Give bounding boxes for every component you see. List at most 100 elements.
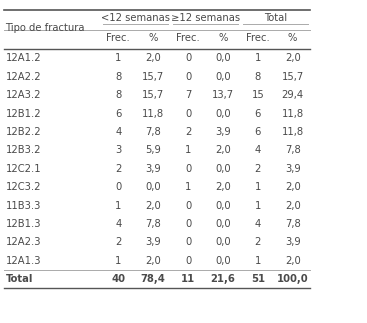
Text: 1: 1 xyxy=(255,182,261,192)
Text: 21,6: 21,6 xyxy=(211,274,235,284)
Text: 0: 0 xyxy=(185,164,191,174)
Text: 2,0: 2,0 xyxy=(285,201,301,211)
Text: 12C3.2: 12C3.2 xyxy=(6,182,41,192)
Text: 0,0: 0,0 xyxy=(215,72,231,82)
Text: 0,0: 0,0 xyxy=(215,53,231,63)
Text: 1: 1 xyxy=(115,53,121,63)
Text: 0: 0 xyxy=(185,219,191,229)
Text: 12B1.2: 12B1.2 xyxy=(6,109,41,119)
Text: 6: 6 xyxy=(115,109,121,119)
Text: 0,0: 0,0 xyxy=(215,219,231,229)
Text: 5,9: 5,9 xyxy=(145,145,161,155)
Text: 0: 0 xyxy=(185,53,191,63)
Text: 12A1.3: 12A1.3 xyxy=(6,256,41,266)
Text: 12B1.3: 12B1.3 xyxy=(6,219,41,229)
Text: 15,7: 15,7 xyxy=(142,72,164,82)
Text: 8: 8 xyxy=(115,72,121,82)
Text: 2: 2 xyxy=(185,127,191,137)
Text: 1: 1 xyxy=(255,256,261,266)
Text: 12A1.2: 12A1.2 xyxy=(6,53,41,63)
Text: 1: 1 xyxy=(185,145,191,155)
Text: 2,0: 2,0 xyxy=(145,201,161,211)
Text: 100,0: 100,0 xyxy=(277,274,309,284)
Text: 11,8: 11,8 xyxy=(281,109,304,119)
Text: 7,8: 7,8 xyxy=(145,127,161,137)
Text: %: % xyxy=(149,34,158,43)
Text: 2,0: 2,0 xyxy=(285,53,301,63)
Text: <12 semanas: <12 semanas xyxy=(101,13,170,23)
Text: 4: 4 xyxy=(115,219,121,229)
Text: 0: 0 xyxy=(115,182,121,192)
Text: 0,0: 0,0 xyxy=(215,256,231,266)
Text: 12C2.1: 12C2.1 xyxy=(6,164,41,174)
Text: 15,7: 15,7 xyxy=(142,90,164,100)
Text: ≥12 semanas: ≥12 semanas xyxy=(171,13,240,23)
Text: 3,9: 3,9 xyxy=(215,127,231,137)
Text: 12A3.2: 12A3.2 xyxy=(6,90,41,100)
Text: 0: 0 xyxy=(185,256,191,266)
Text: 1: 1 xyxy=(255,53,261,63)
Text: 11: 11 xyxy=(181,274,195,284)
Text: 7,8: 7,8 xyxy=(285,219,301,229)
Text: 1: 1 xyxy=(115,256,121,266)
Text: %: % xyxy=(218,34,228,43)
Text: 6: 6 xyxy=(255,127,261,137)
Text: 0,0: 0,0 xyxy=(215,201,231,211)
Text: 2,0: 2,0 xyxy=(285,256,301,266)
Text: 4: 4 xyxy=(255,145,261,155)
Text: 4: 4 xyxy=(115,127,121,137)
Text: 2: 2 xyxy=(255,164,261,174)
Text: Total: Total xyxy=(264,13,287,23)
Text: 13,7: 13,7 xyxy=(212,90,234,100)
Text: 2,0: 2,0 xyxy=(215,182,231,192)
Text: 7,8: 7,8 xyxy=(285,145,301,155)
Text: 0: 0 xyxy=(185,109,191,119)
Text: 2,0: 2,0 xyxy=(145,53,161,63)
Text: 12B3.2: 12B3.2 xyxy=(6,145,41,155)
Text: 3,9: 3,9 xyxy=(285,164,301,174)
Text: 29,4: 29,4 xyxy=(281,90,304,100)
Text: 3,9: 3,9 xyxy=(285,237,301,247)
Text: 11,8: 11,8 xyxy=(142,109,164,119)
Text: 1: 1 xyxy=(115,201,121,211)
Text: 0: 0 xyxy=(185,201,191,211)
Text: 0,0: 0,0 xyxy=(215,109,231,119)
Text: 3,9: 3,9 xyxy=(145,164,161,174)
Text: 7,8: 7,8 xyxy=(145,219,161,229)
Text: %: % xyxy=(288,34,297,43)
Text: 2,0: 2,0 xyxy=(215,145,231,155)
Text: 78,4: 78,4 xyxy=(141,274,166,284)
Text: 2: 2 xyxy=(115,237,121,247)
Text: 0,0: 0,0 xyxy=(215,237,231,247)
Text: 11,8: 11,8 xyxy=(281,127,304,137)
Text: 15,7: 15,7 xyxy=(281,72,304,82)
Text: 2,0: 2,0 xyxy=(285,182,301,192)
Text: 2,0: 2,0 xyxy=(145,256,161,266)
Text: 6: 6 xyxy=(255,109,261,119)
Text: 0: 0 xyxy=(185,237,191,247)
Text: 0: 0 xyxy=(185,72,191,82)
Text: 12A2.2: 12A2.2 xyxy=(6,72,41,82)
Text: Total: Total xyxy=(6,274,33,284)
Text: 0,0: 0,0 xyxy=(215,164,231,174)
Text: 4: 4 xyxy=(255,219,261,229)
Text: 3: 3 xyxy=(115,145,121,155)
Text: 12B2.2: 12B2.2 xyxy=(6,127,41,137)
Text: 8: 8 xyxy=(115,90,121,100)
Text: 12A2.3: 12A2.3 xyxy=(6,237,41,247)
Text: 0,0: 0,0 xyxy=(145,182,161,192)
Text: 1: 1 xyxy=(185,182,191,192)
Text: 40: 40 xyxy=(111,274,126,284)
Text: 2: 2 xyxy=(255,237,261,247)
Text: 8: 8 xyxy=(255,72,261,82)
Text: 15: 15 xyxy=(251,90,264,100)
Text: 3,9: 3,9 xyxy=(145,237,161,247)
Text: Frec.: Frec. xyxy=(246,34,270,43)
Text: 2: 2 xyxy=(115,164,121,174)
Text: 11B3.3: 11B3.3 xyxy=(6,201,41,211)
Text: Frec.: Frec. xyxy=(176,34,200,43)
Text: Tipo de fractura: Tipo de fractura xyxy=(6,23,85,33)
Text: 7: 7 xyxy=(185,90,191,100)
Text: 51: 51 xyxy=(251,274,265,284)
Text: 1: 1 xyxy=(255,201,261,211)
